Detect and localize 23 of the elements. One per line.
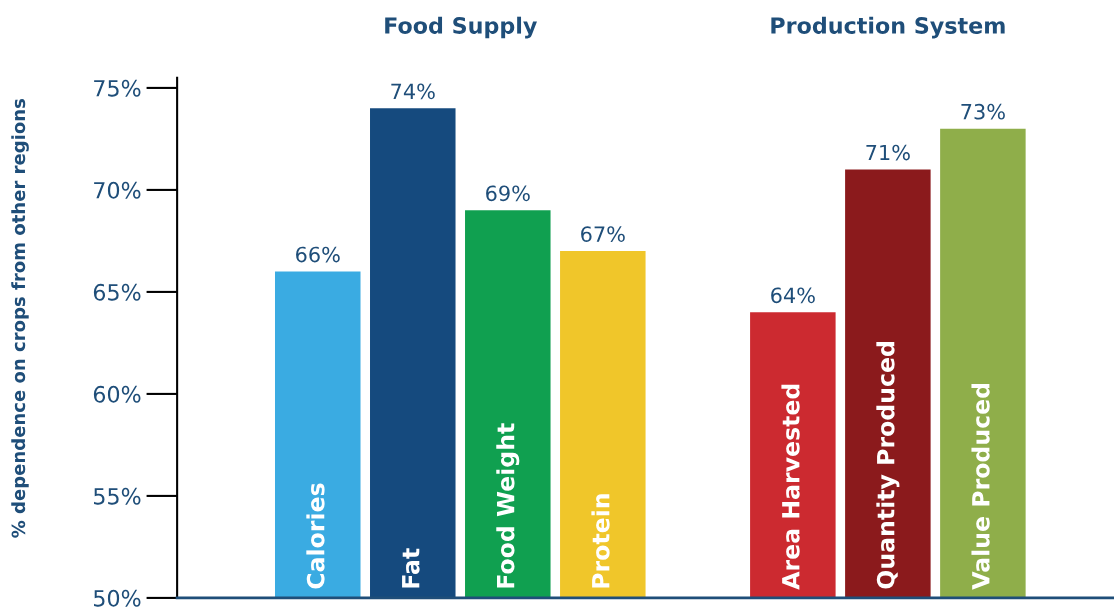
- y-tick-label: 50%: [94, 589, 141, 607]
- text: Food Supply: [385, 16, 537, 39]
- y-tick-label: 65%: [93, 283, 141, 301]
- data-label: 64%: [771, 287, 815, 304]
- x-tick-label: Calories: [306, 483, 325, 589]
- data-label: 69%: [486, 185, 530, 202]
- data-label: 73%: [961, 103, 1005, 120]
- x-tick-label: Area Harvested: [781, 384, 800, 590]
- y-tick-label: 70%: [94, 181, 141, 199]
- data-label: 74%: [391, 83, 435, 100]
- data-label: 71%: [866, 144, 910, 161]
- y-axis-title: % dependence on crops from other regions: [11, 98, 29, 538]
- y-tick-label: 75%: [94, 79, 141, 97]
- text: Production System: [771, 16, 1005, 39]
- y-tick-label: 55%: [94, 487, 141, 505]
- y-tick-label: 60%: [93, 385, 141, 403]
- x-tick-label: Value Produced: [971, 383, 990, 590]
- data-label: 67%: [581, 226, 625, 242]
- x-tick-label: Quantity Produced: [876, 342, 900, 589]
- data-label: 66%: [296, 246, 340, 263]
- x-tick-label: Protein: [591, 494, 610, 588]
- x-tick-label: Fat: [402, 548, 420, 588]
- x-tick-label: Food Weight: [496, 423, 520, 588]
